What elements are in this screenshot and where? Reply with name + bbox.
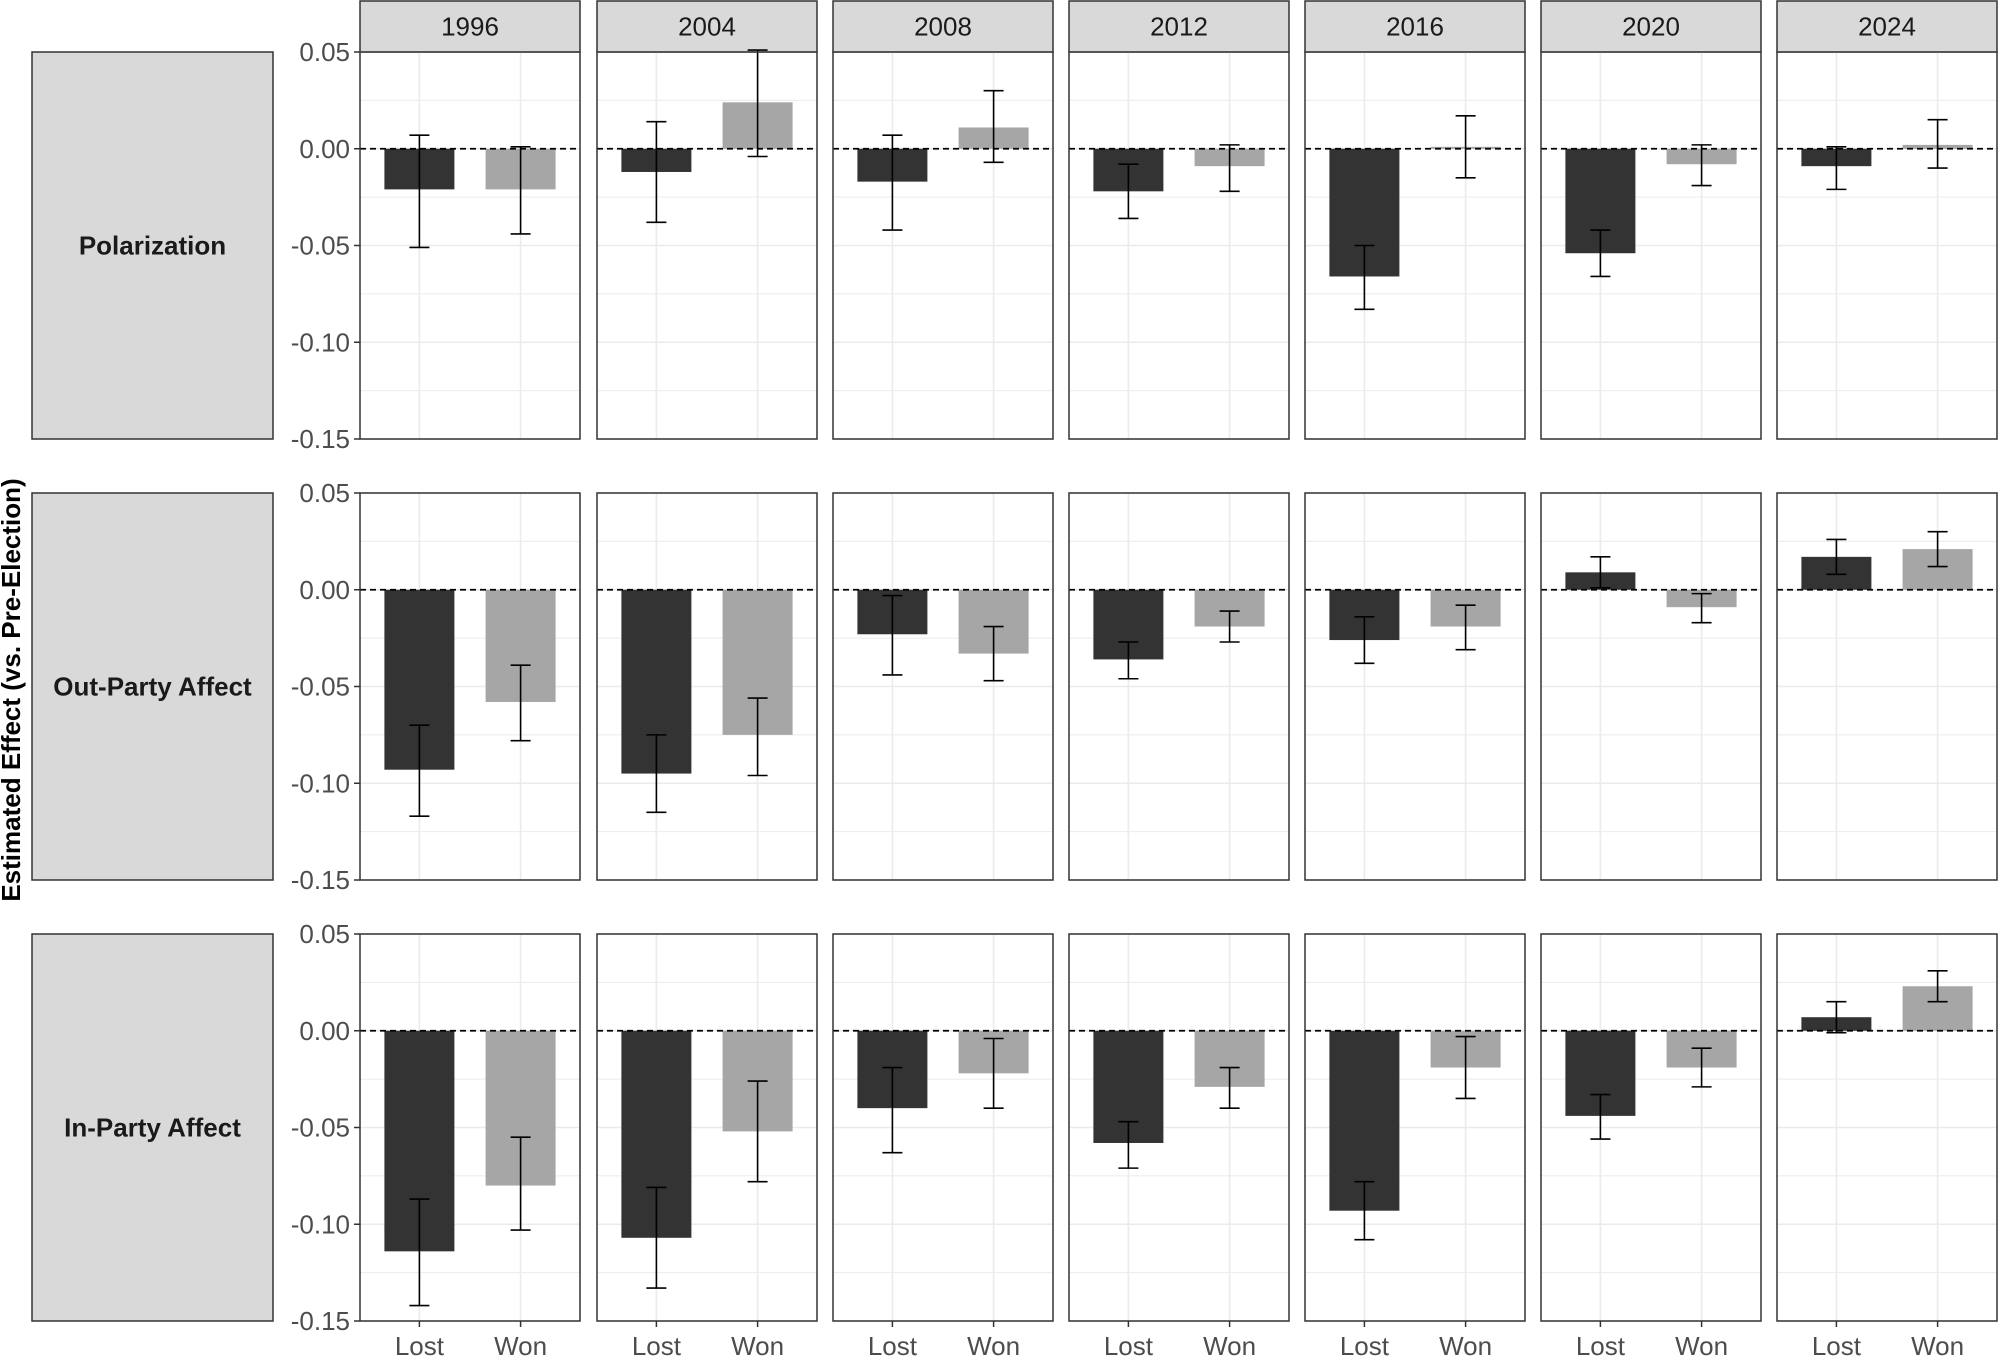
- y-axis-label: Estimated Effect (vs. Pre-Election): [0, 478, 26, 901]
- panel-border-out-party-affect-2024: [1776, 492, 1998, 881]
- y-tick-label-polarization-3: -0.10: [291, 327, 350, 357]
- x-tick-label-2024-lost: Lost: [1812, 1331, 1862, 1360]
- y-tick-label-out-party-affect-3: -0.10: [291, 768, 350, 798]
- panel-border-out-party-affect-2020: [1540, 492, 1762, 881]
- panel-border-polarization-2016: [1304, 51, 1526, 440]
- x-tick-label-2016-lost: Lost: [1340, 1331, 1390, 1360]
- x-tick-label-1996-lost: Lost: [395, 1331, 445, 1360]
- panel-border-in-party-affect-2024: [1776, 933, 1998, 1322]
- y-tick-label-in-party-affect-4: -0.15: [291, 1306, 350, 1336]
- panel-border-polarization-2008: [832, 51, 1054, 440]
- facet-strip-label-2020: 2020: [1622, 12, 1680, 42]
- x-tick-label-1996-won: Won: [494, 1331, 547, 1360]
- facet-strip-label-2024: 2024: [1858, 12, 1916, 42]
- panel-border-in-party-affect-2008: [832, 933, 1054, 1322]
- panel-border-in-party-affect-2020: [1540, 933, 1762, 1322]
- y-tick-label-out-party-affect-2: -0.05: [291, 672, 350, 702]
- panel-border-out-party-affect-2004: [596, 492, 818, 881]
- facet-strip-2012: [1068, 0, 1290, 53]
- bar-in-party-affect-2016-lost: [1329, 1030, 1400, 1211]
- panel-border-out-party-affect-1996: [359, 492, 581, 881]
- y-tick-label-out-party-affect-1: 0.00: [299, 575, 350, 605]
- y-tick-label-polarization-4: -0.15: [291, 424, 350, 454]
- facet-strip-label-2008: 2008: [914, 12, 972, 42]
- row-strip-polarization: [31, 51, 274, 440]
- x-tick-label-2008-lost: Lost: [868, 1331, 918, 1360]
- facet-strip-2004: [596, 0, 818, 53]
- y-tick-label-out-party-affect-0: 0.05: [299, 478, 350, 508]
- panel-border-in-party-affect-2016: [1304, 933, 1526, 1322]
- facet-strip-label-2016: 2016: [1386, 12, 1444, 42]
- x-tick-label-2020-lost: Lost: [1576, 1331, 1626, 1360]
- x-tick-label-2004-lost: Lost: [632, 1331, 682, 1360]
- panel-border-out-party-affect-2016: [1304, 492, 1526, 881]
- panel-border-in-party-affect-2012: [1068, 933, 1290, 1322]
- panel-border-polarization-2020: [1540, 51, 1762, 440]
- x-tick-label-2004-won: Won: [731, 1331, 784, 1360]
- row-strip-label-out-party-affect: Out-Party Affect: [53, 672, 252, 702]
- facet-strip-2008: [832, 0, 1054, 53]
- x-tick-label-2008-won: Won: [967, 1331, 1020, 1360]
- facet-strip-label-1996: 1996: [441, 12, 499, 42]
- y-tick-label-polarization-1: 0.00: [299, 134, 350, 164]
- row-strip-out-party-affect: [31, 492, 274, 881]
- facet-strip-1996: [359, 0, 581, 53]
- row-strip-in-party-affect: [31, 933, 274, 1322]
- facet-strip-label-2004: 2004: [678, 12, 736, 42]
- panel-border-polarization-1996: [359, 51, 581, 440]
- panel-border-polarization-2024: [1776, 51, 1998, 440]
- panel-border-out-party-affect-2012: [1068, 492, 1290, 881]
- y-tick-label-in-party-affect-2: -0.05: [291, 1113, 350, 1143]
- x-tick-label-2012-lost: Lost: [1104, 1331, 1154, 1360]
- y-tick-label-in-party-affect-1: 0.00: [299, 1016, 350, 1046]
- y-tick-label-polarization-0: 0.05: [299, 37, 350, 67]
- row-strip-label-in-party-affect: In-Party Affect: [64, 1113, 241, 1143]
- panel-border-polarization-2004: [596, 51, 818, 440]
- panel-border-in-party-affect-2004: [596, 933, 818, 1322]
- facet-strip-2020: [1540, 0, 1762, 53]
- panel-border-polarization-2012: [1068, 51, 1290, 440]
- row-strip-label-polarization: Polarization: [79, 231, 226, 261]
- x-tick-label-2024-won: Won: [1911, 1331, 1964, 1360]
- x-tick-label-2016-won: Won: [1439, 1331, 1492, 1360]
- panel-border-out-party-affect-2008: [832, 492, 1054, 881]
- facet-strip-label-2012: 2012: [1150, 12, 1208, 42]
- y-tick-label-in-party-affect-3: -0.10: [291, 1209, 350, 1239]
- x-tick-label-2020-won: Won: [1675, 1331, 1728, 1360]
- x-tick-label-2012-won: Won: [1203, 1331, 1256, 1360]
- y-tick-label-out-party-affect-4: -0.15: [291, 865, 350, 895]
- y-tick-label-in-party-affect-0: 0.05: [299, 919, 350, 949]
- y-tick-label-polarization-2: -0.05: [291, 231, 350, 261]
- panel-border-in-party-affect-1996: [359, 933, 581, 1322]
